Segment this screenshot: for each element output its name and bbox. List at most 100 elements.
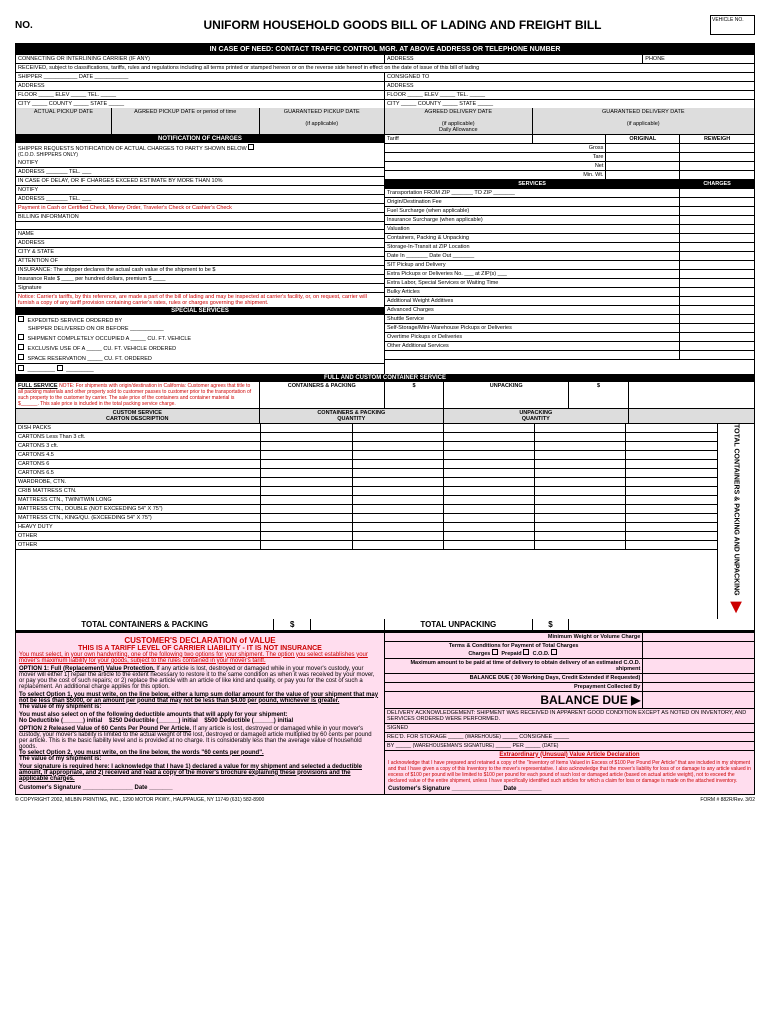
form-title: UNIFORM HOUSEHOLD GOODS BILL OF LADING A… [95,18,710,32]
value-line-2[interactable]: The value of my shipment is: [19,756,381,762]
carton-12: OTHER [16,532,261,540]
county-l[interactable]: COUNTY [49,101,72,107]
occupied-check[interactable] [18,334,24,340]
tare-label: Tare [385,153,606,161]
state-r[interactable]: STATE [459,101,476,107]
city-state-field[interactable]: CITY & STATE [16,248,384,257]
min-weight: Minimum Weight or Volume Charge [385,633,643,641]
declaration-section: CUSTOMER'S DECLARATION of VALUE THIS IS … [16,631,754,794]
carton-table-wrap: DISH PACKS CARTONS Less Than 3 cft. CART… [16,424,754,619]
connecting-carrier[interactable]: CONNECTING OR INTERLINING CARRIER (IF AN… [16,55,385,63]
balance-30: BALANCE DUE ( 30 Working Days, Credit Ex… [385,674,643,682]
date-headers-row: ACTUAL PICKUP DATE AGREED PICKUP DATE or… [16,108,754,135]
signed[interactable]: SIGNED [385,724,754,733]
date-label: DATE [79,74,93,80]
svc-11: Additional Weight Additives [385,297,680,305]
address-2[interactable]: ADDRESS [18,196,45,202]
by-field[interactable]: BY [387,743,394,749]
max-amount: Maximum amount to be paid at time of del… [385,659,643,673]
carton-9: MATTRESS CTN., DOUBLE (NOT EXCEEDING 54"… [16,505,261,513]
address-field[interactable]: ADDRESS [385,55,643,63]
elev-r[interactable]: ELEV [424,92,438,98]
customer-sig-1[interactable]: Customer's Signature [19,785,81,791]
carton-1: CARTONS Less Than 3 cft. [16,433,261,441]
original-hdr: ORIGINAL [606,135,680,143]
vert-label-col: TOTAL CONTAINERS & PACKING AND UNPACKING… [717,424,754,619]
full-service-row: FULL SERVICE NOTE: For shipments with or… [16,382,754,409]
minwt-label: Min. Wt. [385,171,606,179]
insurance-rate[interactable]: Insurance Rate $ [18,276,60,282]
agreed-delivery-hdr: AGREED DELIVERY DATE(if applicable)Daily… [385,108,533,134]
delivery-ack: DELIVERY ACKNOWLEDGEMENT: SHIPMENT WAS R… [385,709,754,724]
connecting-row: CONNECTING OR INTERLINING CARRIER (IF AN… [16,55,754,64]
custom-service-header-row: CUSTOM SERVICECARTON DESCRIPTION CONTAIN… [16,409,754,424]
ded-500[interactable]: $500 Deductible (______) initial [204,718,293,724]
city-l[interactable]: CITY [18,101,30,107]
vehicle-no-box[interactable]: VEHICLE NO. [710,15,755,35]
svc-8: Extra Pickups or Deliveries No. [387,271,463,277]
address-label-r[interactable]: ADDRESS [387,83,414,89]
carton-2: CARTONS 3 cft. [16,442,261,450]
city-r[interactable]: CITY [387,101,399,107]
ded-250[interactable]: $250 Deductible (______) initial [109,718,198,724]
special-services-header: SPECIAL SERVICES [16,307,384,315]
county-r[interactable]: COUNTY [418,101,441,107]
page: NO. UNIFORM HOUSEHOLD GOODS BILL OF LADI… [0,0,770,820]
state-l[interactable]: STATE [90,101,107,107]
extraordinary-text: I acknowledge that I have prepared and r… [385,759,754,785]
tariff-field[interactable]: Tariff [385,135,533,143]
elev-l[interactable]: ELEV [55,92,69,98]
name-field[interactable]: NAME [16,230,384,239]
container-service-header: FULL AND CUSTOM CONTAINER SERVICE [16,374,754,382]
carton-0: DISH PACKS [16,424,261,432]
carton-10: MATTRESS CTN., KING/QU. (EXCEEDING 54" X… [16,514,261,522]
prepayment: Prepayment Collected By [385,683,643,691]
tel-l[interactable]: TEL. [88,92,100,98]
contact-bar: IN CASE OF NEED: CONTACT TRAFFIC CONTROL… [16,44,754,55]
carton-13: OTHER [16,541,261,549]
address-1[interactable]: ADDRESS [18,169,45,175]
main-two-col: NOTIFICATION OF CHARGES SHIPPER REQUESTS… [16,135,754,374]
no-ded[interactable]: No Deductible (______) initial [19,718,102,724]
consigned-label[interactable]: CONSIGNED TO [387,74,429,80]
signature-field[interactable]: Signature [16,284,384,293]
received-text: RECEIVED, subject to classifications, ta… [16,64,754,73]
attention-field[interactable]: ATTENTION OF [16,257,384,266]
form-area: IN CASE OF NEED: CONTACT TRAFFIC CONTROL… [15,43,755,795]
floor-r[interactable]: FLOOR [387,92,406,98]
notify-2[interactable]: NOTIFY [18,187,38,193]
space-check[interactable] [18,354,24,360]
svc-9: Extra Labor, Special Services or Waiting… [385,279,680,287]
consignee-col: CONSIGNED TO ADDRESS FLOOR _____ ELEV __… [385,73,754,108]
svc-1: Origin/Destination Fee [385,198,680,206]
declaration-left: CUSTOMER'S DECLARATION of VALUE THIS IS … [16,633,385,794]
customer-sig-2[interactable]: Customer's Signature [388,786,450,792]
carton-5: CARTONS 6.5 [16,469,261,477]
floor-l[interactable]: FLOOR [18,92,37,98]
select-opt1: To select Option 1, you must write, on t… [19,692,381,704]
svc-12: Advanced Charges [385,306,680,314]
insurance-text[interactable]: INSURANCE: The shipper declares the actu… [16,266,384,275]
tel-r[interactable]: TEL. [457,92,469,98]
charges-header: CHARGES [680,180,754,188]
carton-3: CARTONS 4.5 [16,451,261,459]
expedited-check[interactable] [18,316,24,322]
value-line-1[interactable]: The value of my shipment is: [19,704,381,710]
billing-label: BILLING INFORMATION [16,213,384,222]
net-label: Net [385,162,606,170]
sig-required: Your signature is required here: I ackno… [19,764,381,782]
address-label-l[interactable]: ADDRESS [18,83,45,89]
svc-16: Other Additional Services [385,342,680,350]
form-number: FORM # 882R/Rev. 3/02 [700,797,755,803]
notify-1[interactable]: NOTIFY [18,160,38,166]
gross-label: Gross [385,144,606,152]
recd-storage[interactable]: REC'D. FOR STORAGE [387,734,447,740]
party-checkbox[interactable] [248,144,254,150]
phone-field[interactable]: PHONE [643,55,754,63]
exclusive-check[interactable] [18,344,24,350]
address-field-2[interactable]: ADDRESS [16,239,384,248]
must-select: You must select, in your own handwriting… [19,652,381,664]
svc-5: Containers, Packing & Unpacking [385,234,680,242]
shipper-label[interactable]: SHIPPER [18,74,42,80]
carton-4: CARTONS 6 [16,460,261,468]
